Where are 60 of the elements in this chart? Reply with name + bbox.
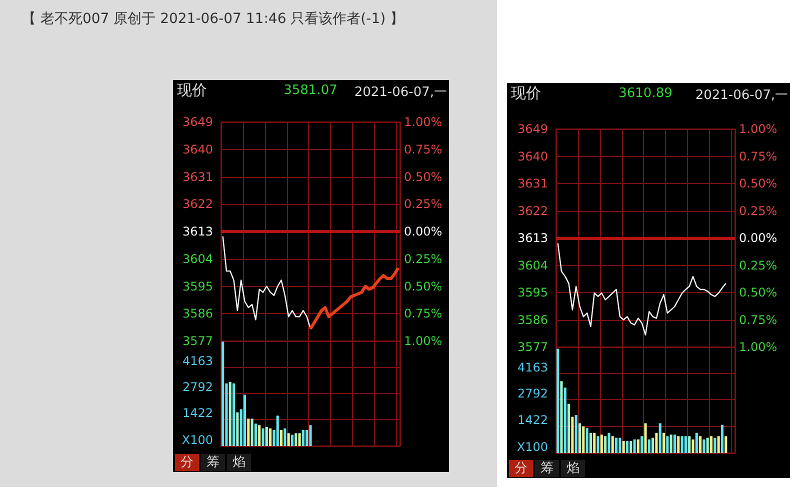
y2-tick-label: 0.00% [404, 224, 442, 238]
text: 现价 [177, 81, 207, 100]
line-series [309, 266, 400, 330]
text: 【 老不死007 原创于 2021-06-07 11:46 只看该作者(-1) 】 [22, 10, 404, 28]
y-tick-label: 3604 [182, 252, 213, 266]
text: 筹 [201, 454, 225, 471]
y-tick-label: 3613 [517, 231, 548, 245]
y-tick-label: X100 [516, 440, 548, 454]
text: 分 [509, 460, 533, 477]
y2-tick-label: 1.00% [739, 122, 778, 136]
y-tick-label: 3604 [517, 258, 548, 272]
y2-tick-label: 0.25% [739, 204, 778, 218]
y2-tick-label: 0.50% [739, 286, 778, 300]
text: 焰 [561, 460, 585, 477]
y2-tick-label: 0.75% [739, 149, 778, 164]
y2-tick-label: 0.75% [404, 306, 442, 321]
line-series [557, 242, 726, 336]
y2-tick-label: 0.50% [404, 279, 442, 294]
y-tick-label: 3586 [517, 312, 548, 327]
text: 焰 [227, 454, 251, 471]
line-series [222, 236, 312, 330]
y-tick-label: 3595 [517, 286, 548, 300]
text: 2021-06-07,一 [695, 87, 788, 104]
y2-tick-label: 0.25% [404, 252, 442, 266]
y-tick-label: 3622 [182, 197, 213, 212]
text: 3610.89 [618, 86, 672, 101]
text: 筹 [535, 460, 559, 477]
y-tick-label: 3649 [182, 115, 213, 129]
y-tick-label: 4163 [517, 360, 548, 374]
y2-tick-label: 0.75% [739, 312, 778, 327]
y2-tick-label: 1.00% [404, 115, 442, 129]
y2-tick-label: 0.00% [739, 231, 778, 245]
y-tick-label: 3577 [182, 334, 213, 348]
text: 3581.07 [284, 83, 338, 98]
y2-tick-label: 0.75% [404, 142, 442, 156]
y2-tick-label: 0.50% [404, 170, 442, 184]
y2-tick-label: 0.50% [739, 176, 778, 190]
y-tick-label: 3577 [517, 340, 548, 354]
y2-tick-label: 0.25% [739, 258, 778, 272]
y2-tick-label: 1.00% [739, 340, 778, 354]
y-tick-label: 3586 [182, 306, 213, 321]
y-tick-label: 4163 [182, 354, 213, 368]
y-tick-label: 3613 [182, 224, 213, 238]
text: 2021-06-07,一 [354, 84, 447, 101]
y-tick-label: 2792 [182, 380, 213, 394]
y-tick-label: 3622 [517, 204, 548, 218]
y-tick-label: 3631 [517, 176, 548, 190]
y-tick-label: 3631 [182, 170, 213, 184]
text: 现价 [511, 84, 541, 103]
y-tick-label: 3640 [182, 142, 213, 156]
y-tick-label: 2792 [517, 386, 548, 401]
y-tick-label: 1422 [517, 412, 548, 427]
y-tick-label: 3649 [517, 122, 548, 136]
y-tick-label: 1422 [182, 406, 213, 420]
y2-tick-label: 1.00% [404, 334, 442, 348]
y-tick-label: 3595 [182, 279, 213, 294]
text: 分 [175, 454, 199, 471]
y-tick-label: 3640 [517, 149, 548, 164]
y2-tick-label: 0.25% [404, 197, 442, 212]
y-tick-label: X100 [182, 433, 213, 447]
